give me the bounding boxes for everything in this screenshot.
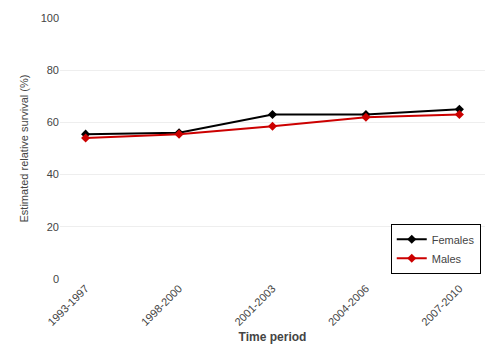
- svg-text:100: 100: [41, 12, 59, 24]
- svg-text:2004-2006: 2004-2006: [326, 282, 372, 328]
- svg-text:0: 0: [53, 273, 59, 285]
- svg-text:Females: Females: [432, 234, 475, 246]
- svg-text:20: 20: [47, 221, 59, 233]
- svg-text:Estimated relative survival (%: Estimated relative survival (%): [18, 75, 30, 223]
- svg-text:40: 40: [47, 168, 59, 180]
- svg-text:80: 80: [47, 64, 59, 76]
- svg-text:Males: Males: [432, 253, 462, 265]
- svg-text:2001-2003: 2001-2003: [232, 282, 278, 328]
- svg-text:Time period: Time period: [239, 330, 307, 344]
- svg-text:2007-2010: 2007-2010: [419, 282, 465, 328]
- svg-text:1993-1997: 1993-1997: [45, 282, 91, 328]
- svg-text:60: 60: [47, 116, 59, 128]
- svg-text:1998-2000: 1998-2000: [139, 282, 185, 328]
